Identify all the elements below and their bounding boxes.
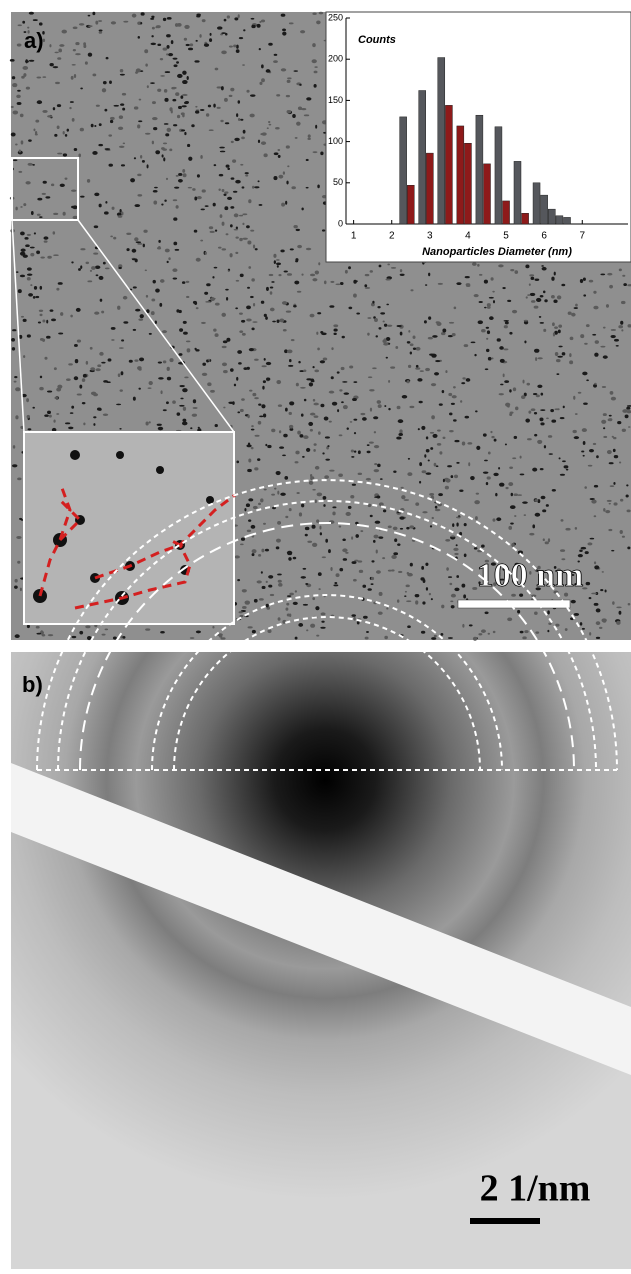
bar [548, 209, 555, 224]
panel-label: a) [24, 28, 44, 53]
figure: a) 100 nm 0501001502002501234567CountsNa… [0, 0, 631, 1269]
bar [503, 201, 510, 224]
bar [533, 183, 540, 224]
x-tick-label: 7 [579, 231, 585, 242]
bar [484, 164, 491, 224]
x-tick-label: 2 [389, 231, 395, 242]
x-tick-label: 1 [351, 231, 357, 242]
y-axis-label: Counts [358, 34, 396, 46]
x-axis-label: Nanoparticles Diameter (nm) [422, 246, 572, 258]
scale-bar [470, 1218, 540, 1224]
bar [438, 58, 445, 224]
bar [476, 115, 483, 224]
bar [400, 117, 407, 224]
y-tick-label: 100 [328, 136, 343, 146]
bar [445, 105, 452, 224]
y-tick-label: 50 [333, 177, 343, 187]
bar [514, 161, 521, 224]
bar [457, 126, 464, 224]
panel-label: b) [22, 672, 43, 697]
x-tick-label: 4 [465, 231, 471, 242]
bar [426, 153, 433, 224]
y-tick-label: 0 [338, 218, 343, 228]
x-tick-label: 3 [427, 231, 433, 242]
bar [556, 216, 563, 224]
x-tick-label: 6 [541, 231, 547, 242]
scale-bar [458, 600, 570, 608]
y-tick-label: 150 [328, 95, 343, 105]
bar [407, 185, 414, 224]
bar [522, 213, 529, 224]
y-tick-label: 250 [328, 12, 343, 22]
scale-bar-label: 2 1/nm [480, 1168, 591, 1210]
bar [564, 217, 571, 224]
bar [419, 91, 426, 224]
bar [541, 195, 548, 224]
bar [495, 127, 502, 224]
bar [464, 143, 471, 224]
x-tick-label: 5 [503, 231, 509, 242]
y-tick-label: 200 [328, 54, 343, 64]
zoom-inset [24, 432, 234, 624]
